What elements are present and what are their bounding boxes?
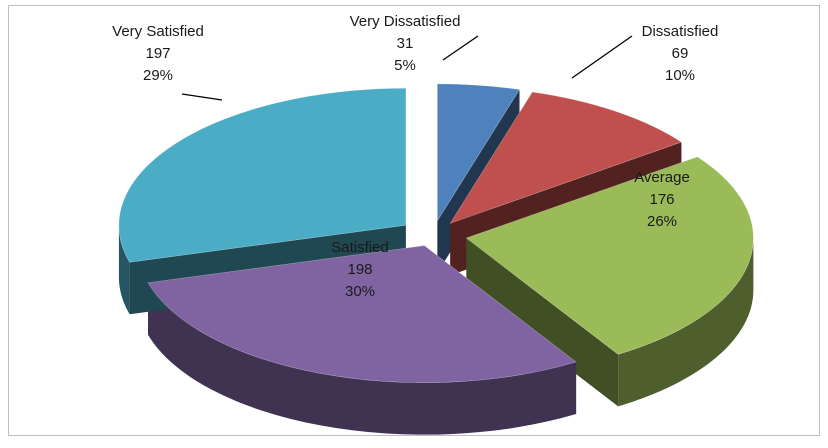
slice-percent-2: 26% — [647, 213, 677, 230]
slice-outer-wall-3 — [148, 282, 577, 435]
slice-value-3: 198 — [347, 261, 372, 278]
slice-satisfied — [147, 245, 577, 383]
slice-average — [465, 156, 754, 355]
slice-value-0: 31 — [397, 35, 414, 52]
slice-wall-2-1 — [466, 238, 619, 407]
slice-very-satisfied — [118, 87, 407, 263]
slice-percent-4: 29% — [143, 67, 173, 84]
data-labels: Very Dissatisfied 31 5% Dissatisfied 69 10% Av… — [112, 13, 718, 300]
slice-outer-wall-2 — [618, 238, 754, 407]
leader-line-4 — [181, 93, 223, 101]
slice-label-2: Average — [634, 169, 690, 186]
leader-lines — [181, 35, 633, 101]
slice-percent-0: 5% — [394, 57, 416, 74]
slice-label-1: Dissatisfied — [642, 23, 719, 40]
slices-layer — [118, 83, 754, 435]
slice-percent-1: 10% — [665, 67, 695, 84]
slice-outer-wall-4 — [118, 225, 130, 315]
leader-line-0 — [442, 35, 479, 61]
leader-line-1 — [571, 35, 633, 79]
slice-dissatisfied — [449, 91, 683, 224]
slice-value-4: 197 — [145, 45, 170, 62]
slice-label-4: Very Satisfied — [112, 23, 204, 40]
slice-value-1: 69 — [672, 45, 689, 62]
slice-label-0: Very Dissatisfied — [350, 13, 461, 30]
slice-very-dissatisfied — [437, 83, 520, 222]
slice-value-2: 176 — [649, 191, 674, 208]
slice-label-3: Satisfied — [331, 239, 389, 256]
slice-percent-3: 30% — [345, 283, 375, 300]
